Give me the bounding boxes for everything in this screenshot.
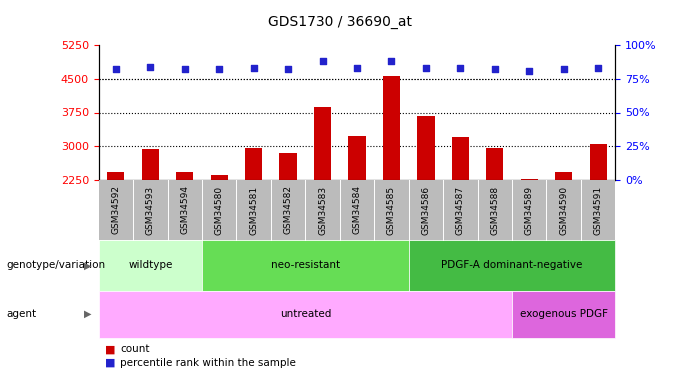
Bar (314, 107, 331, 180)
Text: percentile rank within the sample: percentile rank within the sample (120, 358, 296, 368)
Text: GSM34589: GSM34589 (525, 186, 534, 235)
Point (455, 65, 466, 71)
Point (558, 66, 569, 72)
Text: GSM34580: GSM34580 (215, 186, 224, 235)
Bar (418, 116, 435, 180)
Text: GSM34590: GSM34590 (559, 186, 568, 235)
Text: GSM34582: GSM34582 (284, 186, 292, 234)
Text: ▶: ▶ (84, 260, 92, 270)
Point (145, 64, 156, 70)
Point (420, 65, 431, 71)
Bar (245, 148, 262, 180)
Text: GSM34591: GSM34591 (594, 186, 602, 235)
Point (524, 68, 534, 74)
Point (214, 66, 224, 72)
Text: GSM34588: GSM34588 (490, 186, 499, 235)
Bar (107, 172, 124, 180)
Text: ■: ■ (105, 358, 116, 368)
Text: GSM34581: GSM34581 (249, 186, 258, 235)
Bar (486, 148, 503, 180)
Bar (176, 172, 193, 180)
Text: GSM34594: GSM34594 (180, 186, 189, 234)
Text: ▶: ▶ (84, 309, 92, 319)
Text: agent: agent (7, 309, 37, 319)
Bar (555, 172, 573, 180)
Text: GDS1730 / 36690_at: GDS1730 / 36690_at (268, 15, 412, 29)
Bar (348, 136, 366, 180)
Point (317, 58, 328, 64)
Text: GSM34592: GSM34592 (112, 186, 120, 234)
Point (283, 66, 294, 72)
Text: genotype/variation: genotype/variation (7, 260, 106, 270)
Point (110, 66, 121, 72)
Text: untreated: untreated (279, 309, 331, 319)
Bar (141, 148, 159, 180)
Point (386, 58, 397, 64)
Text: GSM34593: GSM34593 (146, 186, 155, 235)
Text: GSM34585: GSM34585 (387, 186, 396, 235)
Text: GSM34586: GSM34586 (422, 186, 430, 235)
Text: count: count (120, 344, 150, 354)
Bar (590, 144, 607, 180)
Bar (521, 179, 538, 180)
Point (180, 66, 190, 72)
Text: GSM34587: GSM34587 (456, 186, 465, 235)
Text: PDGF-A dominant-negative: PDGF-A dominant-negative (441, 260, 583, 270)
Text: GSM34584: GSM34584 (352, 186, 362, 234)
Bar (279, 153, 296, 180)
Text: exogenous PDGF: exogenous PDGF (520, 309, 608, 319)
Text: ■: ■ (105, 344, 116, 354)
Bar (452, 137, 469, 180)
Point (490, 66, 500, 72)
Text: neo-resistant: neo-resistant (271, 260, 340, 270)
Bar (383, 76, 400, 180)
Bar (211, 175, 228, 180)
Text: GSM34583: GSM34583 (318, 186, 327, 235)
Text: wildtype: wildtype (128, 260, 173, 270)
Point (593, 65, 604, 71)
Point (248, 65, 259, 71)
Point (352, 65, 362, 71)
